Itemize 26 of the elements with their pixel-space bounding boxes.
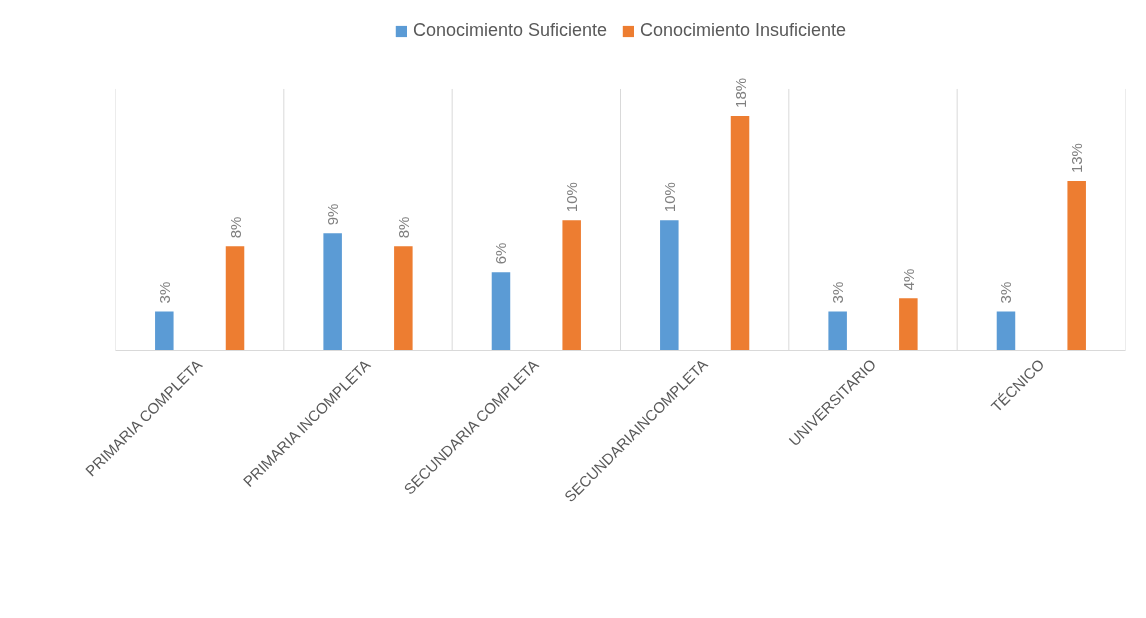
data-label: 8% — [394, 216, 412, 239]
bar — [323, 233, 342, 351]
data-label: 13% — [1068, 143, 1086, 174]
data-label: 4% — [899, 268, 917, 291]
data-label: 3% — [155, 281, 173, 304]
data-label: 6% — [492, 242, 510, 265]
data-label: 3% — [997, 281, 1015, 304]
data-label: 3% — [829, 281, 847, 304]
legend-label: Conocimiento Insuficiente — [639, 20, 847, 41]
data-label: 9% — [324, 203, 342, 226]
legend-label: Conocimiento Suficiente — [412, 20, 607, 41]
bar — [730, 115, 750, 351]
bar — [1067, 181, 1086, 351]
bar — [828, 311, 847, 351]
data-label: 10% — [660, 182, 678, 213]
bar — [491, 272, 511, 351]
data-label: 8% — [226, 216, 244, 239]
bar — [394, 246, 413, 351]
bar — [155, 311, 174, 351]
bar — [225, 246, 245, 351]
bar — [562, 220, 581, 351]
bar — [660, 220, 679, 351]
data-label: 18% — [731, 77, 749, 108]
bar — [899, 298, 918, 351]
bar — [996, 311, 1016, 351]
data-label: 10% — [563, 182, 581, 213]
